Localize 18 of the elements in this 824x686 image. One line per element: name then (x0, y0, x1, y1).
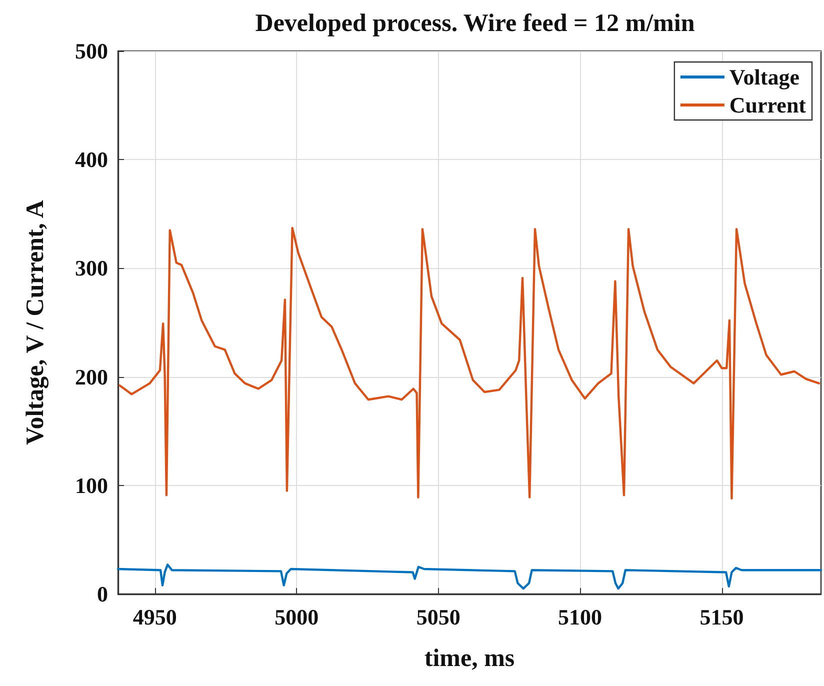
y-tick-label: 400 (75, 147, 108, 172)
x-axis-title: time, ms (424, 645, 515, 672)
x-tick-label: 5050 (416, 604, 460, 630)
y-tick-label: 0 (97, 582, 108, 606)
x-tick-label: 5000 (274, 604, 319, 630)
line-series (116, 564, 822, 590)
y-tick-label: 100 (75, 472, 108, 498)
legend-label: Voltage (729, 64, 800, 90)
chart-title: Developed process. Wire feed = 12 m/min (255, 10, 695, 37)
x-tick-label: 5100 (558, 604, 602, 630)
line-series (118, 226, 820, 500)
y-axis-title: Voltage, V / Current, A (22, 200, 49, 445)
y-tick-label: 200 (75, 364, 108, 390)
x-tick-label: 4950 (132, 604, 177, 630)
x-tick-label: 5150 (700, 604, 744, 630)
y-tick-label: 500 (75, 38, 108, 64)
y-tick-label: 300 (75, 256, 108, 281)
legend-label: Current (729, 92, 807, 118)
